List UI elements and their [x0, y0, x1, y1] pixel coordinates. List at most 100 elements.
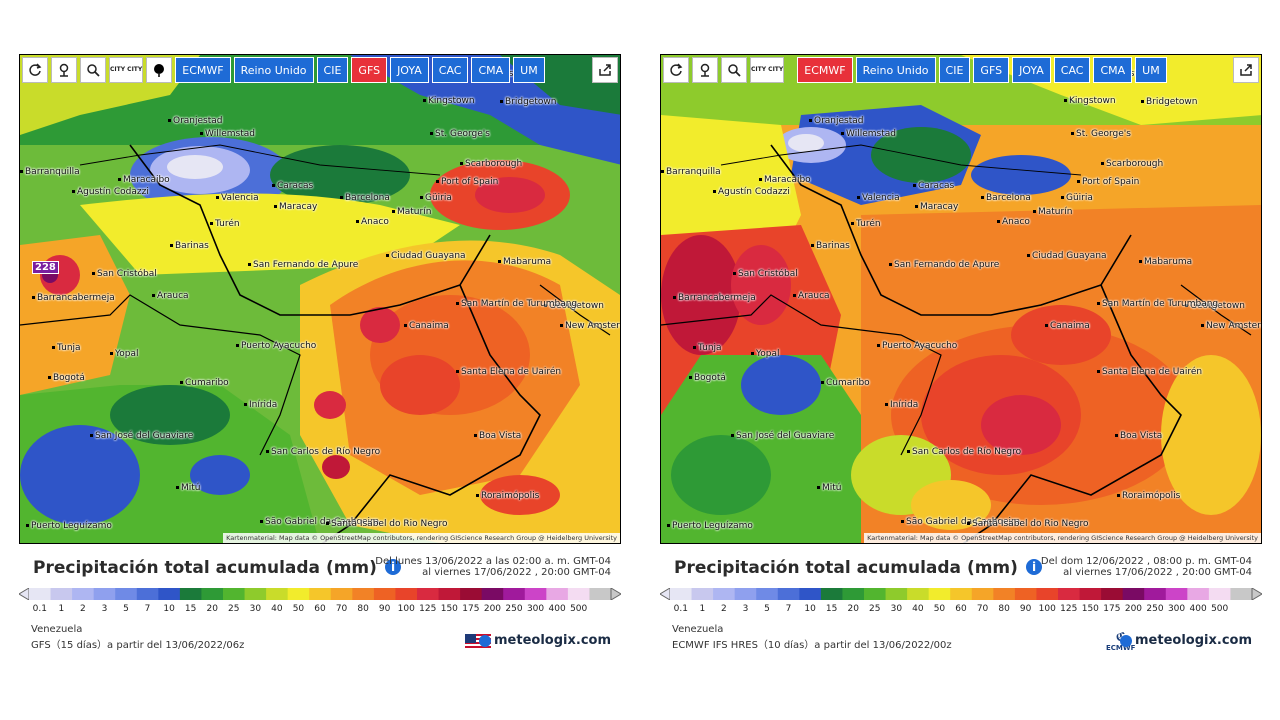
zoom-button[interactable]: [80, 57, 106, 83]
city-label: Oranjestad: [809, 116, 864, 126]
city-label: Roraimópolis: [476, 491, 539, 501]
black-dot-icon: [154, 64, 165, 77]
date-from: Del lunes 13/06/2022 a las 02:00 a. m. G…: [375, 556, 611, 567]
legend-label: 1: [699, 604, 706, 614]
city-label: São Gabriel da Cachoeira: [901, 517, 1020, 527]
tab-cie[interactable]: CIE: [316, 57, 349, 83]
share-button[interactable]: [1233, 57, 1259, 83]
tab-ecmwf[interactable]: ECMWF: [175, 57, 231, 83]
legend-label: 7: [144, 604, 151, 614]
city-label: Barinas: [170, 241, 209, 251]
zoom-icon: [87, 64, 100, 77]
legend-swatch: [524, 588, 547, 600]
legend-swatch: [1079, 588, 1102, 600]
tab-um[interactable]: UM: [1135, 57, 1167, 83]
legend-label: 175: [462, 604, 480, 614]
legend-label: 175: [1103, 604, 1121, 614]
location-button[interactable]: [692, 57, 718, 83]
precipitation-map[interactable]: CITY CITY ECMWF Reino Unido CIE GFS JOYA…: [19, 54, 621, 544]
city-label: Anaco: [356, 217, 389, 227]
city-label: Puerto Leguízamo: [26, 521, 112, 531]
city-toggle-button[interactable]: CITY CITY: [750, 57, 785, 83]
legend-label: 300: [526, 604, 545, 614]
legend-label: 150: [440, 604, 458, 614]
city-label: San José del Guaviare: [731, 431, 834, 441]
city-label: San Carlos de Río Negro: [907, 447, 1021, 457]
city-label: San Martín de Turumbang: [1097, 299, 1218, 309]
color-legend: [660, 588, 1262, 600]
info-icon[interactable]: i: [1026, 559, 1042, 575]
share-icon: [1240, 64, 1252, 76]
date-from: Del dom 12/06/2022 , 08:00 p. m. GMT-04: [1040, 556, 1252, 567]
city-label: Kingstown: [1064, 96, 1116, 106]
tab-joya[interactable]: JOYA: [1012, 57, 1051, 83]
legend-label: 5: [764, 604, 770, 614]
zoom-icon: [728, 64, 741, 77]
legend-swatch: [907, 588, 930, 600]
city-label: Cumaribo: [180, 378, 229, 388]
legend-label: 70: [976, 604, 989, 614]
refresh-button[interactable]: [663, 57, 689, 83]
city-label: Ciudad Guayana: [1027, 251, 1107, 261]
ecmwf-logo-text: ECMWF: [1106, 644, 1136, 652]
legend-swatch: [885, 588, 908, 600]
map-attribution[interactable]: Kartenmaterial: Map data © OpenStreetMap…: [223, 533, 620, 543]
legend-label: 300: [1167, 604, 1186, 614]
legend-label: 1: [58, 604, 65, 614]
city-label: Agustín Codazzi: [713, 187, 790, 197]
city-label: Willemstad: [200, 129, 255, 139]
brand-logo[interactable]: meteologix.com: [479, 633, 611, 648]
tab-um[interactable]: UM: [513, 57, 545, 83]
tab-gfs[interactable]: GFS: [973, 57, 1010, 83]
city-toggle-button[interactable]: CITY CITY: [109, 57, 144, 83]
city-label: Anaco: [997, 217, 1030, 227]
precipitation-map[interactable]: CITY CITY ECMWF Reino Unido CIE GFS JOYA…: [660, 54, 1262, 544]
legend-label: 80: [357, 604, 369, 614]
refresh-icon: [29, 63, 42, 76]
legend-swatch: [50, 588, 73, 600]
tab-cie[interactable]: CIE: [938, 57, 971, 83]
location-button[interactable]: [51, 57, 77, 83]
city-label: San Carlos de Río Negro: [266, 447, 380, 457]
city-label: Maturín: [1033, 207, 1072, 217]
city-label: Yopal: [110, 349, 139, 359]
marker-button[interactable]: [146, 57, 173, 83]
city-label: Canaima: [1045, 321, 1090, 331]
legend-label: 500: [570, 604, 588, 614]
legend-label: 2: [721, 604, 727, 614]
legend-swatch: [820, 588, 843, 600]
tab-joya[interactable]: JOYA: [390, 57, 429, 83]
map-attribution[interactable]: Kartenmaterial: Map data © OpenStreetMap…: [864, 533, 1261, 543]
tab-cma[interactable]: CMA: [1093, 57, 1133, 83]
share-button[interactable]: [592, 57, 618, 83]
legend-swatch: [395, 588, 418, 600]
city-label: Maracaibo: [118, 175, 170, 185]
brand-logo[interactable]: meteologix.com: [1120, 633, 1252, 648]
city-label: Maturín: [392, 207, 431, 217]
tab-gfs[interactable]: GFS: [351, 57, 388, 83]
city-label: Barranquilla: [661, 167, 721, 177]
tab-cma[interactable]: CMA: [471, 57, 511, 83]
tab-cac[interactable]: CAC: [431, 57, 469, 83]
legend-swatch: [503, 588, 526, 600]
tab-reino-unido[interactable]: Reino Unido: [855, 57, 936, 83]
legend-arrow-right: [1251, 588, 1262, 600]
city-label: Port of Spain: [1077, 177, 1139, 187]
city-label: San Martín de Turumbang: [456, 299, 577, 309]
city-label: Barinas: [811, 241, 850, 251]
refresh-button[interactable]: [22, 57, 48, 83]
legend-swatch: [842, 588, 865, 600]
legend-swatch: [756, 588, 779, 600]
tab-ecmwf[interactable]: ECMWF: [797, 57, 853, 83]
tab-reino-unido[interactable]: Reino Unido: [233, 57, 314, 83]
legend-label: 30: [890, 604, 903, 614]
legend-label: 400: [548, 604, 566, 614]
legend-swatch: [670, 588, 693, 600]
legend-swatch: [1036, 588, 1059, 600]
city-label: Boa Vista: [1115, 431, 1162, 441]
info-icon[interactable]: i: [385, 559, 401, 575]
tab-cac[interactable]: CAC: [1053, 57, 1091, 83]
zoom-button[interactable]: [721, 57, 747, 83]
city-label: Santa Elena de Uairén: [1097, 367, 1202, 377]
city-label: Mabaruma: [1139, 257, 1192, 267]
